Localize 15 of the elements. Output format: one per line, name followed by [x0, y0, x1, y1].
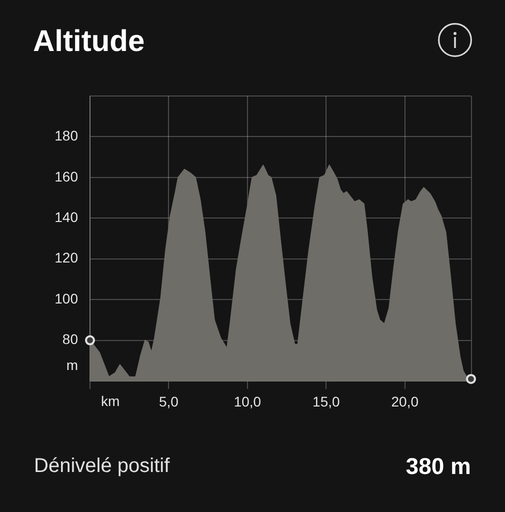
y-tick-label: 80	[62, 331, 78, 348]
y-tick-label: 180	[54, 128, 78, 144]
y-tick-label: 120	[54, 250, 78, 266]
x-tick-label: 5,0	[158, 393, 179, 410]
text: Dénivelé positif	[34, 455, 170, 477]
x-tick-label: 10,0	[234, 393, 262, 410]
chart-title: Altitude	[33, 25, 145, 58]
x-axis-title: km	[101, 392, 120, 409]
y-tick-label: 100	[54, 290, 78, 306]
y-tick-label: 140	[54, 209, 78, 225]
x-tick-label: 15,0	[312, 393, 340, 410]
y-axis-title: m	[66, 356, 78, 373]
y-tick-label: 160	[54, 168, 78, 184]
x-tick-label: 20,0	[391, 393, 419, 410]
text: 380 m	[406, 453, 471, 479]
